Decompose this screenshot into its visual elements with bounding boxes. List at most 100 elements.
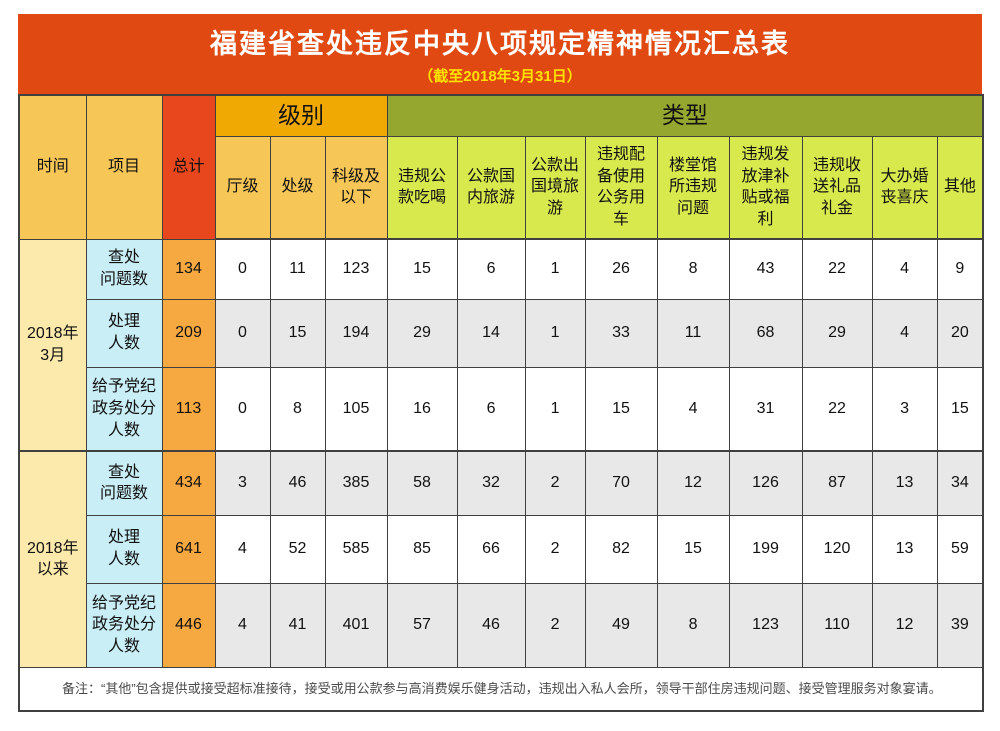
value-cell: 105 xyxy=(324,366,388,452)
value-cell: 6 xyxy=(456,366,526,452)
value-cell: 0 xyxy=(214,298,271,368)
value-cell: 13 xyxy=(871,514,938,584)
value-cell: 49 xyxy=(584,582,658,668)
value-cell: 3 xyxy=(871,366,938,452)
col-header-type-5: 违规发 放津补 贴或福 利 xyxy=(728,135,803,240)
value-cell: 0 xyxy=(214,238,271,300)
value-cell: 68 xyxy=(728,298,803,368)
summary-table: 时间 项目 总计 级别 类型 厅级 处级 科级及 以下 违规公 款吃喝 公款国 … xyxy=(18,94,985,712)
value-cell: 401 xyxy=(324,582,388,668)
value-cell: 6 xyxy=(456,238,526,300)
item-cell: 查处 问题数 xyxy=(85,450,163,516)
value-cell: 39 xyxy=(936,582,984,668)
value-cell: 0 xyxy=(214,366,271,452)
value-cell: 15 xyxy=(269,298,326,368)
value-cell: 4 xyxy=(871,238,938,300)
period-cell: 2018年 3月 xyxy=(18,238,87,452)
value-cell: 123 xyxy=(324,238,388,300)
col-header-type-8: 其他 xyxy=(936,135,984,240)
table-row: 处理 人数 641 4 52 585 85 66 2 82 15 199 120… xyxy=(19,514,984,584)
value-cell: 16 xyxy=(386,366,458,452)
table-row: 给予党纪 政务处分 人数 113 0 8 105 16 6 1 15 4 31 … xyxy=(19,366,984,452)
col-header-type-2: 公款出 国境旅 游 xyxy=(524,135,586,240)
col-group-type: 类型 xyxy=(386,94,984,137)
value-cell: 194 xyxy=(324,298,388,368)
col-header-type-7: 大办婚 丧喜庆 xyxy=(871,135,938,240)
value-cell: 9 xyxy=(936,238,984,300)
value-cell: 1 xyxy=(524,298,586,368)
table-row: 2018年 3月 查处 问题数 134 0 11 123 15 6 1 26 8… xyxy=(18,238,984,452)
value-cell: 14 xyxy=(456,298,526,368)
title-bar: 福建省查处违反中央八项规定精神情况汇总表 （截至2018年3月31日） xyxy=(18,14,982,94)
value-cell: 26 xyxy=(584,238,658,300)
value-cell: 2 xyxy=(524,450,586,516)
value-cell: 8 xyxy=(269,366,326,452)
total-cell: 446 xyxy=(161,582,216,668)
col-header-level-chu: 处级 xyxy=(269,135,326,240)
value-cell: 22 xyxy=(801,238,873,300)
value-cell: 15 xyxy=(656,514,730,584)
note-text: 备注：“其他”包含提供或接受超标准接待，接受或用公款参与高消费娱乐健身活动，违规… xyxy=(18,666,984,712)
header-sub-row: 厅级 处级 科级及 以下 违规公 款吃喝 公款国 内旅游 公款出 国境旅 游 违… xyxy=(19,135,984,240)
value-cell: 12 xyxy=(656,450,730,516)
item-cell: 给予党纪 政务处分 人数 xyxy=(85,582,163,668)
value-cell: 11 xyxy=(269,238,326,300)
value-cell: 34 xyxy=(936,450,984,516)
col-header-level-ting: 厅级 xyxy=(214,135,271,240)
value-cell: 29 xyxy=(801,298,873,368)
value-cell: 123 xyxy=(728,582,803,668)
total-cell: 209 xyxy=(161,298,216,368)
col-group-level: 级别 xyxy=(214,94,388,137)
total-cell: 134 xyxy=(161,238,216,300)
value-cell: 33 xyxy=(584,298,658,368)
period-cell: 2018年 以来 xyxy=(18,450,87,668)
table-row: 2018年 以来 查处 问题数 434 3 46 385 58 32 2 70 … xyxy=(18,450,984,668)
total-cell: 641 xyxy=(161,514,216,584)
value-cell: 58 xyxy=(386,450,458,516)
value-cell: 8 xyxy=(656,238,730,300)
value-cell: 22 xyxy=(801,366,873,452)
value-cell: 8 xyxy=(656,582,730,668)
item-cell: 处理 人数 xyxy=(85,514,163,584)
value-cell: 66 xyxy=(456,514,526,584)
total-cell: 434 xyxy=(161,450,216,516)
value-cell: 11 xyxy=(656,298,730,368)
page-title: 福建省查处违反中央八项规定精神情况汇总表 xyxy=(210,29,790,59)
value-cell: 4 xyxy=(656,366,730,452)
table-row: 给予党纪 政务处分 人数 446 4 41 401 57 46 2 49 8 1… xyxy=(19,582,984,668)
item-cell: 处理 人数 xyxy=(85,298,163,368)
col-header-type-0: 违规公 款吃喝 xyxy=(386,135,458,240)
value-cell: 52 xyxy=(269,514,326,584)
value-cell: 32 xyxy=(456,450,526,516)
value-cell: 585 xyxy=(324,514,388,584)
value-cell: 12 xyxy=(871,582,938,668)
value-cell: 41 xyxy=(269,582,326,668)
col-header-type-1: 公款国 内旅游 xyxy=(456,135,526,240)
page-subtitle: （截至2018年3月31日） xyxy=(418,68,582,85)
note-row: 备注：“其他”包含提供或接受超标准接待，接受或用公款参与高消费娱乐健身活动，违规… xyxy=(18,666,984,712)
value-cell: 126 xyxy=(728,450,803,516)
value-cell: 1 xyxy=(524,238,586,300)
value-cell: 4 xyxy=(871,298,938,368)
item-cell: 给予党纪 政务处分 人数 xyxy=(85,366,163,452)
value-cell: 43 xyxy=(728,238,803,300)
value-cell: 13 xyxy=(871,450,938,516)
value-cell: 110 xyxy=(801,582,873,668)
col-header-time: 时间 xyxy=(18,94,87,240)
col-header-type-4: 楼堂馆 所违规 问题 xyxy=(656,135,730,240)
col-header-item: 项目 xyxy=(85,94,163,240)
value-cell: 20 xyxy=(936,298,984,368)
value-cell: 3 xyxy=(214,450,271,516)
value-cell: 15 xyxy=(936,366,984,452)
value-cell: 4 xyxy=(214,582,271,668)
col-header-total: 总计 xyxy=(161,94,216,240)
value-cell: 46 xyxy=(269,450,326,516)
value-cell: 85 xyxy=(386,514,458,584)
value-cell: 70 xyxy=(584,450,658,516)
value-cell: 82 xyxy=(584,514,658,584)
item-cell: 查处 问题数 xyxy=(85,238,163,300)
value-cell: 4 xyxy=(214,514,271,584)
col-header-type-6: 违规收 送礼品 礼金 xyxy=(801,135,873,240)
value-cell: 46 xyxy=(456,582,526,668)
